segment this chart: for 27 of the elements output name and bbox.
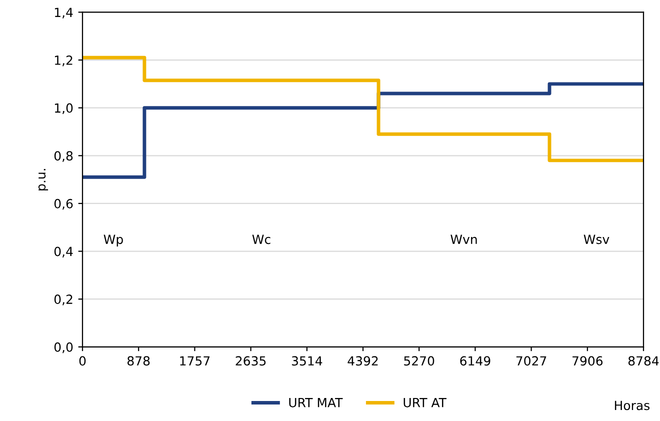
- x-axis-title: Horas: [614, 400, 650, 410]
- x-tick-label: 4392: [348, 356, 378, 366]
- annotation: Wp: [104, 234, 123, 246]
- annotation: Wsv: [584, 234, 610, 244]
- annotation: Wvn: [450, 234, 477, 244]
- y-tick-label: 0,8: [54, 151, 73, 162]
- x-tick-label: 5270: [404, 356, 434, 366]
- x-tick-label: 7027: [516, 356, 546, 366]
- y-tick-label: 1,4: [54, 8, 73, 18]
- y-tick-label: 0,0: [54, 342, 73, 354]
- x-tick-label: 0: [79, 356, 86, 366]
- y-axis-title: p.u.: [38, 169, 48, 190]
- legend-label: URT MAT: [289, 398, 343, 408]
- annotation: Wc: [252, 234, 270, 244]
- y-tick-label: 1,0: [54, 103, 73, 114]
- x-tick-label: 3514: [292, 356, 322, 366]
- y-tick-label: 1,2: [54, 55, 72, 66]
- legend-label: URT AT: [404, 398, 446, 408]
- x-tick-label: 2635: [236, 356, 266, 366]
- x-tick-label: 8784: [628, 356, 659, 366]
- x-tick-label: 878: [127, 356, 150, 366]
- x-tick-label: 6149: [460, 356, 490, 366]
- y-tick-label: 0,6: [54, 198, 73, 210]
- y-tick-label: 0,4: [54, 246, 73, 258]
- x-tick-label: 1757: [180, 356, 210, 366]
- x-tick-label: 7906: [572, 356, 603, 366]
- y-tick-label: 0,2: [54, 294, 72, 306]
